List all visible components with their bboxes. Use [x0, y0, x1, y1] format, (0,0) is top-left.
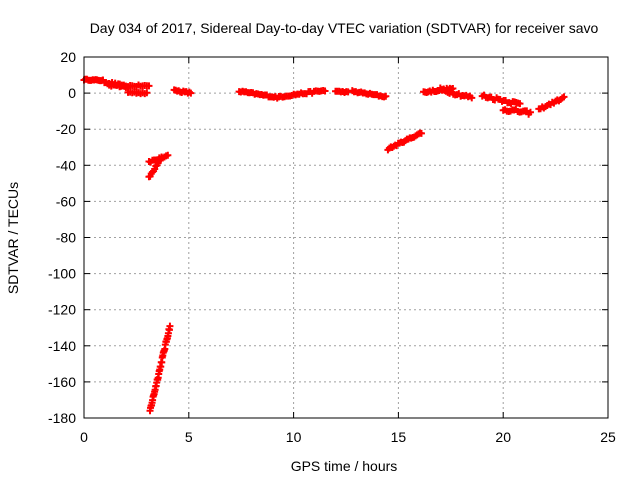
y-tick-label: -60: [56, 193, 76, 209]
data-point: [468, 94, 476, 102]
series-seg17: [499, 105, 534, 118]
data-point: [143, 89, 151, 97]
series-seg12: [348, 87, 390, 101]
data-point: [164, 151, 172, 159]
series-seg18: [535, 93, 568, 113]
series-seg9: [235, 87, 283, 102]
y-tick-label: 20: [60, 49, 76, 65]
data-point: [187, 89, 195, 97]
series-seg13: [384, 129, 425, 154]
data-point: [526, 108, 534, 116]
axis-ticks: 0 5 10 15 20 25 20 0 -20 -40 -60 -80 -100 -120 -140 -16…: [48, 49, 616, 445]
data-point: [145, 82, 153, 90]
y-tick-label: -40: [56, 157, 76, 173]
x-tick-label: 15: [391, 429, 407, 445]
series-seg8: [170, 86, 195, 97]
series-seg15: [436, 84, 476, 102]
data-point: [344, 88, 352, 96]
x-tick-label: 5: [185, 429, 193, 445]
series-seg7: [146, 322, 174, 415]
y-tick-label: -120: [48, 302, 76, 318]
x-tick-label: 0: [80, 429, 88, 445]
series-seg3: [105, 81, 153, 91]
y-tick-label: 0: [68, 85, 76, 101]
y-tick-label: -160: [48, 374, 76, 390]
y-tick-label: -80: [56, 230, 76, 246]
chart-title: Day 034 of 2017, Sidereal Day-to-day VTE…: [90, 20, 599, 36]
data-point: [382, 92, 390, 100]
y-tick-label: -180: [48, 410, 76, 426]
x-axis-label: GPS time / hours: [291, 458, 398, 474]
y-tick-label: -100: [48, 266, 76, 282]
series-seg16: [478, 91, 524, 108]
data-point: [321, 87, 329, 95]
series-seg4: [124, 88, 151, 98]
data-point: [516, 100, 524, 108]
data-point: [560, 93, 568, 101]
series-seg11: [332, 87, 352, 96]
x-tick-label: 10: [286, 429, 302, 445]
series-seg10: [275, 86, 329, 101]
y-tick-label: -140: [48, 338, 76, 354]
data-point: [166, 322, 174, 330]
y-tick-label: -20: [56, 121, 76, 137]
series-seg6: [145, 151, 172, 166]
x-tick-label: 20: [495, 429, 511, 445]
y-axis-label: SDTVAR / TECUs: [5, 182, 21, 294]
data-point: [417, 129, 425, 137]
x-tick-label: 25: [600, 429, 616, 445]
data-points: [80, 75, 568, 415]
series-seg2: [99, 76, 130, 92]
